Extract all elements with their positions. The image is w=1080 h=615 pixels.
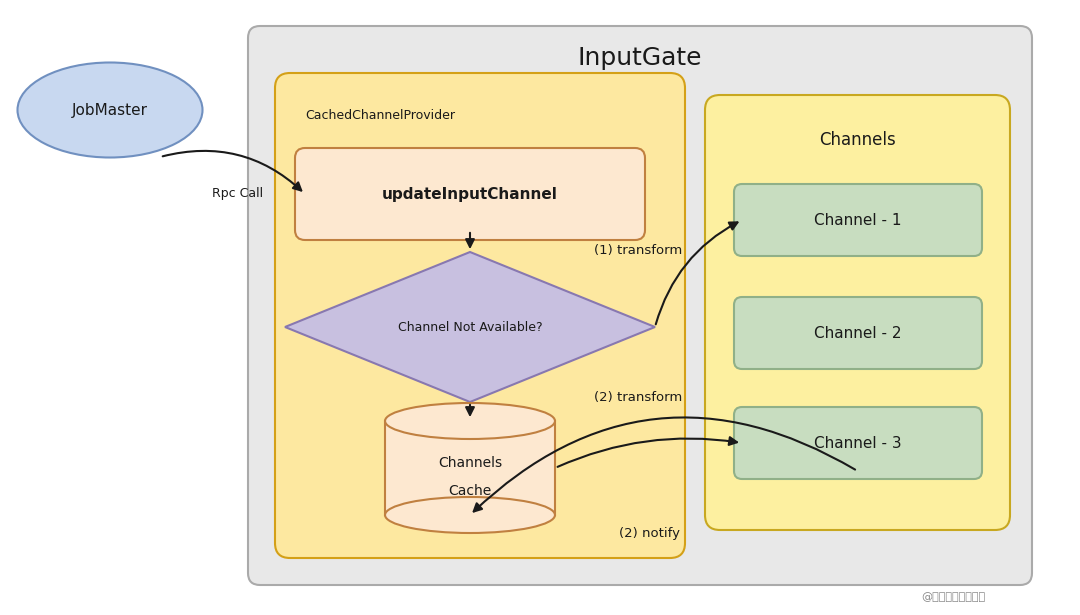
FancyBboxPatch shape (734, 297, 982, 369)
Text: Rpc Call: Rpc Call (213, 186, 264, 199)
Text: @稀土掘金技术社区: @稀土掘金技术社区 (921, 592, 985, 602)
Text: (2) transform: (2) transform (594, 391, 683, 403)
FancyBboxPatch shape (248, 26, 1032, 585)
Text: Channels: Channels (437, 456, 502, 470)
Bar (384, 421, 555, 515)
FancyBboxPatch shape (734, 184, 982, 256)
Text: (1) transform: (1) transform (594, 244, 683, 256)
Ellipse shape (384, 403, 555, 439)
Text: (2) notify: (2) notify (620, 526, 680, 539)
Text: Channels: Channels (819, 131, 896, 149)
Text: Channel - 2: Channel - 2 (813, 325, 901, 341)
Text: updateInputChannel: updateInputChannel (382, 186, 558, 202)
FancyBboxPatch shape (275, 73, 685, 558)
Text: JobMaster: JobMaster (72, 103, 148, 117)
Text: Cache: Cache (448, 484, 491, 498)
Text: Channel - 3: Channel - 3 (813, 435, 902, 451)
Text: InputGate: InputGate (578, 46, 702, 70)
Text: Channel - 1: Channel - 1 (813, 213, 901, 228)
Ellipse shape (384, 497, 555, 533)
FancyBboxPatch shape (705, 95, 1010, 530)
Text: Channel Not Available?: Channel Not Available? (397, 320, 542, 333)
Ellipse shape (17, 63, 203, 157)
Polygon shape (285, 252, 654, 402)
FancyBboxPatch shape (295, 148, 645, 240)
FancyBboxPatch shape (734, 407, 982, 479)
FancyArrowPatch shape (474, 418, 855, 512)
Text: CachedChannelProvider: CachedChannelProvider (305, 108, 455, 122)
